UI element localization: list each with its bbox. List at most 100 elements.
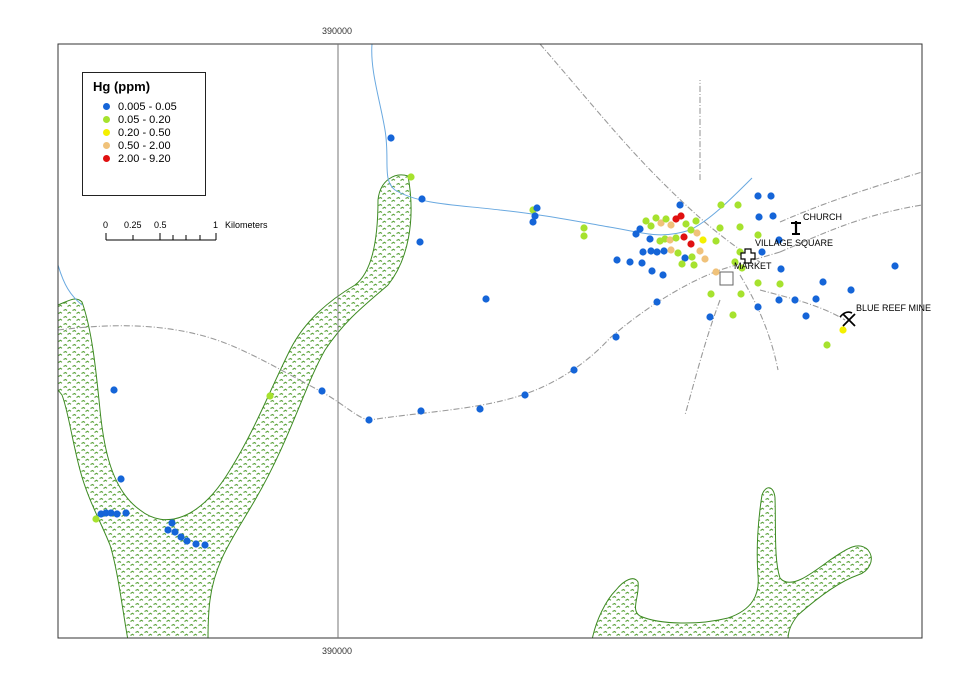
- sample-point: [819, 278, 827, 286]
- legend-label: 0.005 - 0.05: [118, 100, 177, 113]
- sample-point: [482, 295, 490, 303]
- market-square-icon: [719, 271, 734, 286]
- sample-point: [365, 416, 373, 424]
- sample-point: [646, 235, 654, 243]
- place-label-market: MARKET: [734, 261, 772, 271]
- sample-point: [647, 222, 655, 230]
- sample-point: [417, 407, 425, 415]
- sample-point: [639, 248, 647, 256]
- sample-point: [690, 261, 698, 269]
- sample-point: [712, 268, 720, 276]
- scale-tick-1: 1: [213, 220, 218, 230]
- sample-point: [418, 195, 426, 203]
- sample-point: [531, 212, 539, 220]
- sample-point: [416, 238, 424, 246]
- place-label-blue-reef-mine: BLUE REEF MINE: [856, 303, 931, 313]
- road-south: [739, 274, 779, 371]
- sample-point: [92, 515, 100, 523]
- sample-point: [847, 286, 855, 294]
- legend-label: 2.00 - 9.20: [118, 152, 171, 165]
- legend-label: 0.50 - 2.00: [118, 139, 171, 152]
- legend-title: Hg (ppm): [93, 79, 151, 94]
- wetland-area-west: [58, 174, 412, 638]
- place-label-church: CHURCH: [803, 212, 842, 222]
- sample-point: [755, 213, 763, 221]
- roads: [58, 44, 922, 421]
- wetland-area-south: [591, 487, 872, 638]
- sample-point: [653, 298, 661, 306]
- place-label-village-square: VILLAGE SQUARE: [755, 238, 833, 248]
- legend-row: 0.50 - 2.00: [91, 139, 197, 152]
- sample-point: [662, 215, 670, 223]
- map-frame: [57, 43, 923, 639]
- sample-point: [117, 475, 125, 483]
- sample-point: [701, 255, 709, 263]
- sample-point: [636, 225, 644, 233]
- sample-point: [632, 230, 640, 238]
- sample-point: [521, 391, 529, 399]
- sample-point: [648, 267, 656, 275]
- sample-point: [823, 341, 831, 349]
- sample-point: [529, 218, 537, 226]
- sample-point: [839, 326, 847, 334]
- road-north: [539, 44, 761, 263]
- legend-swatch: [103, 129, 110, 136]
- mine-pickaxe-icon: [839, 311, 856, 327]
- legend-swatch: [103, 155, 110, 162]
- sample-point: [769, 212, 777, 220]
- sample-points: [92, 134, 899, 549]
- legend-label: 0.05 - 0.20: [118, 113, 171, 126]
- sample-point: [688, 253, 696, 261]
- sample-point: [696, 247, 704, 255]
- legend-row: 0.005 - 0.05: [91, 100, 197, 113]
- road-northeast: [779, 171, 922, 223]
- sample-point: [754, 303, 762, 311]
- sample-point: [754, 279, 762, 287]
- sample-point: [775, 296, 783, 304]
- sample-point: [687, 240, 695, 248]
- sample-point: [533, 204, 541, 212]
- sample-point: [171, 528, 179, 536]
- sample-point: [674, 249, 682, 257]
- sample-point: [102, 509, 110, 517]
- legend-row: 2.00 - 9.20: [91, 152, 197, 165]
- sample-point: [570, 366, 578, 374]
- river-north: [371, 44, 753, 236]
- sample-point: [681, 254, 689, 262]
- sample-point: [192, 540, 200, 548]
- sample-point: [682, 220, 690, 228]
- sample-point: [891, 262, 899, 270]
- sample-point: [717, 201, 725, 209]
- sample-point: [667, 221, 675, 229]
- sample-point: [678, 260, 686, 268]
- sample-point: [580, 232, 588, 240]
- scale-tick-0: 0: [103, 220, 108, 230]
- sample-point: [737, 290, 745, 298]
- sample-point: [626, 258, 634, 266]
- sample-point: [580, 224, 588, 232]
- legend: Hg (ppm) 0.005 - 0.05 0.05 - 0.20 0.20 -…: [82, 72, 206, 196]
- sample-point: [812, 295, 820, 303]
- grid-label-top: 390000: [322, 26, 353, 36]
- sample-point: [660, 247, 668, 255]
- sample-point: [667, 246, 675, 254]
- church-cross-icon: [791, 221, 801, 235]
- sample-point: [164, 526, 172, 534]
- sample-point: [776, 280, 784, 288]
- sample-point: [767, 192, 775, 200]
- sample-point: [110, 386, 118, 394]
- sample-point: [699, 236, 707, 244]
- sample-point: [612, 333, 620, 341]
- legend-row: 0.20 - 0.50: [91, 126, 197, 139]
- scale-unit: Kilometers: [225, 220, 268, 230]
- sample-point: [652, 214, 660, 222]
- sample-point: [802, 312, 810, 320]
- sample-point: [729, 311, 737, 319]
- scale-tick-025: 0.25: [124, 220, 142, 230]
- legend-label: 0.20 - 0.50: [118, 126, 171, 139]
- road-mine: [759, 289, 846, 321]
- road-main-west: [58, 251, 781, 421]
- sample-point: [642, 217, 650, 225]
- sample-point: [107, 509, 115, 517]
